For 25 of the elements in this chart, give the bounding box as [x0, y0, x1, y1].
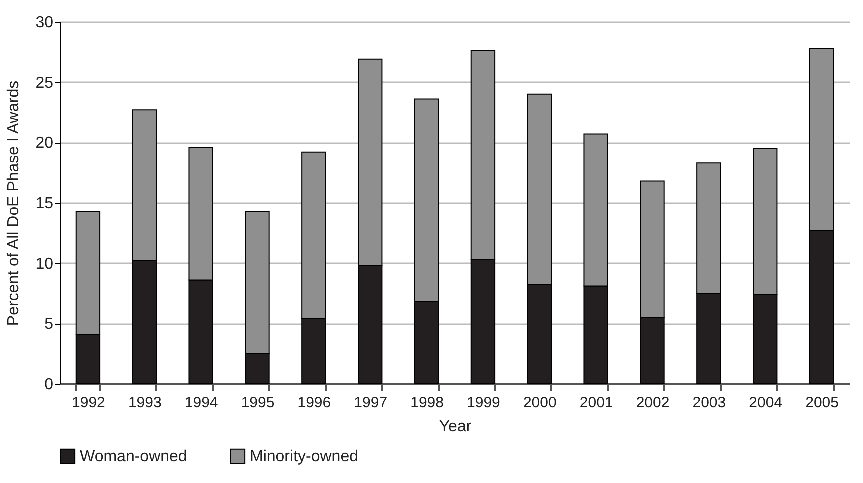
- x-tick-label: 2003: [692, 394, 726, 412]
- x-axis-title: Year: [439, 418, 472, 436]
- x-tick-label: 2001: [580, 394, 614, 412]
- y-tick-label: 5: [44, 316, 54, 334]
- legend-label: Woman-owned: [80, 448, 188, 466]
- x-tick-label: 2000: [523, 394, 557, 412]
- y-tick-label: 30: [36, 14, 54, 32]
- x-tick-label: 1992: [72, 394, 106, 412]
- y-tick-label: 15: [36, 196, 54, 212]
- y-tick-label: 25: [36, 74, 54, 92]
- x-tick-label: 1993: [128, 394, 162, 412]
- legend-label: Minority-owned: [250, 448, 358, 466]
- x-tick-label: 1995: [241, 394, 275, 412]
- y-tick-label: 20: [36, 135, 54, 152]
- x-tick-label: 1996: [298, 394, 332, 412]
- x-tick-label: 2004: [749, 394, 783, 412]
- y-tick-label: 0: [44, 376, 54, 394]
- x-tick-label: 1994: [184, 394, 218, 412]
- y-axis-title: Percent of All DoE Phase I Awards: [6, 80, 23, 326]
- x-tick-label: 1998: [410, 394, 444, 412]
- y-tick-label: 10: [36, 256, 54, 273]
- x-tick-label: 1997: [354, 394, 388, 412]
- x-tick-label: 1999: [467, 394, 500, 412]
- x-tick-label: 2002: [636, 394, 670, 412]
- x-tick-label: 2005: [806, 394, 839, 412]
